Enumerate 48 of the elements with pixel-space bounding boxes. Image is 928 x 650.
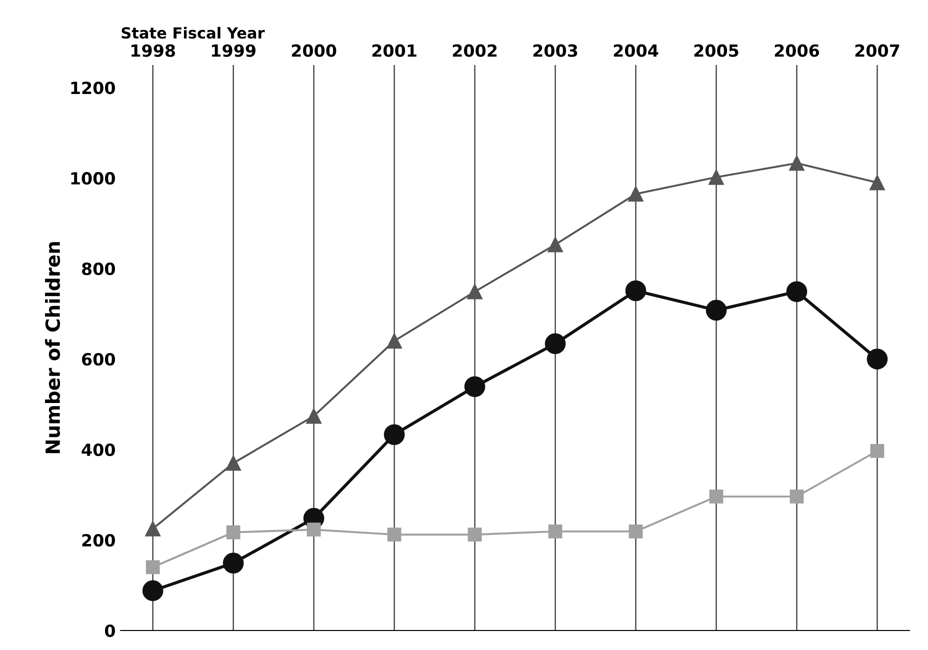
x-tick-label: 2003	[533, 44, 578, 57]
y-tick-label: 600	[82, 353, 115, 366]
point	[706, 300, 727, 321]
point	[548, 236, 563, 252]
point	[386, 333, 402, 349]
point	[709, 490, 724, 504]
y-tick-label: 800	[82, 262, 115, 276]
point	[387, 528, 402, 542]
x-tick-label: 2006	[774, 44, 820, 57]
x-tick-label: 2004	[614, 44, 658, 57]
x-tick-label: 2000	[292, 44, 336, 57]
point	[548, 524, 562, 538]
x-tick-label: 2007	[855, 44, 900, 57]
point	[870, 444, 884, 458]
x-tick-label: 1998	[132, 44, 175, 57]
x-tick-label: 2005	[694, 44, 738, 57]
point	[544, 333, 566, 354]
point	[628, 524, 643, 538]
point	[468, 528, 482, 542]
point	[226, 455, 241, 471]
point	[866, 348, 888, 370]
point	[628, 186, 644, 202]
y-tick-label: 0	[104, 624, 115, 638]
point	[306, 522, 321, 537]
point	[786, 281, 808, 302]
point	[142, 580, 164, 602]
point	[384, 424, 405, 446]
x-axis-title: State Fiscal Year	[122, 26, 265, 39]
point	[789, 156, 804, 171]
x-tick-label: 2002	[452, 44, 497, 57]
x-tick-label: 1999	[212, 44, 256, 57]
point	[145, 521, 160, 536]
y-tick-label: 200	[82, 534, 115, 547]
point	[306, 408, 322, 424]
y-tick-label: 1000	[71, 172, 115, 185]
point	[464, 376, 486, 398]
y-axis-title: Number of Children	[45, 242, 60, 454]
point	[146, 560, 160, 574]
point	[226, 525, 240, 540]
point	[625, 280, 646, 302]
point	[708, 170, 724, 185]
y-tick-label: 400	[82, 444, 115, 456]
y-tick-label: 1200	[71, 82, 115, 94]
x-tick-label: 2001	[372, 44, 416, 57]
point	[467, 284, 482, 300]
point	[222, 552, 244, 574]
point	[870, 174, 885, 190]
point	[790, 490, 804, 504]
